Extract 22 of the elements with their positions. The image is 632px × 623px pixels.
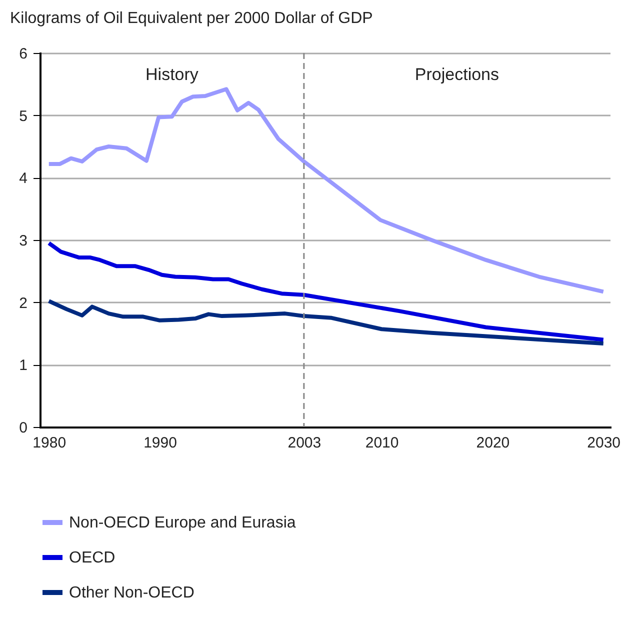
line-series [46, 87, 606, 294]
x-tick-label: 2030 [587, 434, 621, 452]
y-tick-label: 1 [19, 357, 28, 374]
legend-label: OECD [69, 550, 116, 566]
y-tick-label: 6 [19, 46, 28, 62]
y-tick-label: 0 [19, 420, 28, 436]
legend-label: Other Non-OECD [69, 584, 194, 602]
x-tick-label: 1990 [144, 434, 177, 452]
annotation: History [146, 65, 199, 84]
legend-label: Non-OECD Europe and Eurasia [69, 514, 296, 532]
x-tick-label: 2010 [365, 434, 399, 452]
chart-title: Kilograms of Oil Equivalent per 2000 Dollar of GDP [10, 10, 373, 27]
y-tick-label: 4 [19, 170, 28, 188]
line-series [46, 241, 606, 342]
x-tick-label: 2020 [476, 434, 510, 452]
annotation: Projections [414, 65, 500, 84]
y-tick-label: 2 [19, 294, 28, 312]
x-tick-label: 2003 [288, 434, 322, 452]
y-tick-label: 5 [19, 108, 28, 125]
x-tick-label: 1980 [32, 434, 66, 452]
line-series [46, 299, 606, 346]
y-tick-label: 3 [19, 232, 28, 250]
